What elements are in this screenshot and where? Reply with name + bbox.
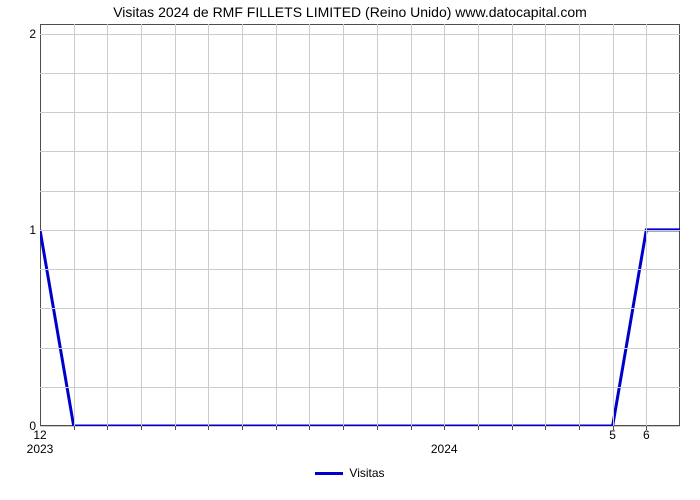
- xtick-minor: [74, 426, 75, 430]
- gridline-v: [175, 24, 176, 426]
- xtick-minor: [646, 426, 647, 430]
- xtick-minor: [242, 426, 243, 430]
- xtick-minor: [309, 426, 310, 430]
- series-line-visitas: [40, 24, 680, 426]
- gridline-v: [579, 24, 580, 426]
- gridline-v: [208, 24, 209, 426]
- gridline-h: [40, 230, 680, 231]
- gridline-v: [613, 24, 614, 426]
- xtick-minor: [377, 426, 378, 430]
- gridline-h-minor: [40, 387, 680, 388]
- gridline-h-minor: [40, 112, 680, 113]
- gridline-h-minor: [40, 151, 680, 152]
- xtick-minor: [478, 426, 479, 430]
- gridline-v: [377, 24, 378, 426]
- gridline-h-minor: [40, 348, 680, 349]
- xtick-minor: [343, 426, 344, 430]
- gridline-v: [242, 24, 243, 426]
- gridline-v: [411, 24, 412, 426]
- gridline-v: [309, 24, 310, 426]
- gridline-v: [343, 24, 344, 426]
- gridline-h: [40, 426, 680, 427]
- gridline-h-minor: [40, 269, 680, 270]
- xtick-label-month: 12: [33, 428, 46, 442]
- gridline-v: [276, 24, 277, 426]
- gridline-v: [141, 24, 142, 426]
- gridline-h-minor: [40, 73, 680, 74]
- xtick-minor: [411, 426, 412, 430]
- xtick-minor: [175, 426, 176, 430]
- gridline-h: [40, 34, 680, 35]
- xtick-label-month: 6: [643, 428, 650, 442]
- xtick-minor: [444, 426, 445, 430]
- ytick-label: 1: [26, 223, 36, 237]
- xtick-minor: [579, 426, 580, 430]
- xtick-label-year: 2023: [27, 442, 54, 456]
- legend: Visitas: [0, 466, 700, 480]
- xtick-minor: [208, 426, 209, 430]
- plot-area: [40, 24, 680, 426]
- ytick-label: 2: [26, 27, 36, 41]
- legend-label: Visitas: [349, 466, 384, 480]
- gridline-v: [74, 24, 75, 426]
- xtick-minor: [141, 426, 142, 430]
- gridline-h-minor: [40, 191, 680, 192]
- xtick-label-month: 5: [609, 428, 616, 442]
- gridline-v: [478, 24, 479, 426]
- gridline-h-minor: [40, 308, 680, 309]
- gridline-v: [512, 24, 513, 426]
- legend-swatch: [315, 472, 343, 475]
- xtick-minor: [613, 426, 614, 430]
- xtick-label-year: 2024: [431, 442, 458, 456]
- gridline-v: [444, 24, 445, 426]
- gridline-v: [107, 24, 108, 426]
- xtick-minor: [107, 426, 108, 430]
- xtick-minor: [545, 426, 546, 430]
- gridline-v: [646, 24, 647, 426]
- gridline-v: [545, 24, 546, 426]
- xtick-minor: [276, 426, 277, 430]
- chart-title: Visitas 2024 de RMF FILLETS LIMITED (Rei…: [0, 4, 700, 20]
- xtick-minor: [512, 426, 513, 430]
